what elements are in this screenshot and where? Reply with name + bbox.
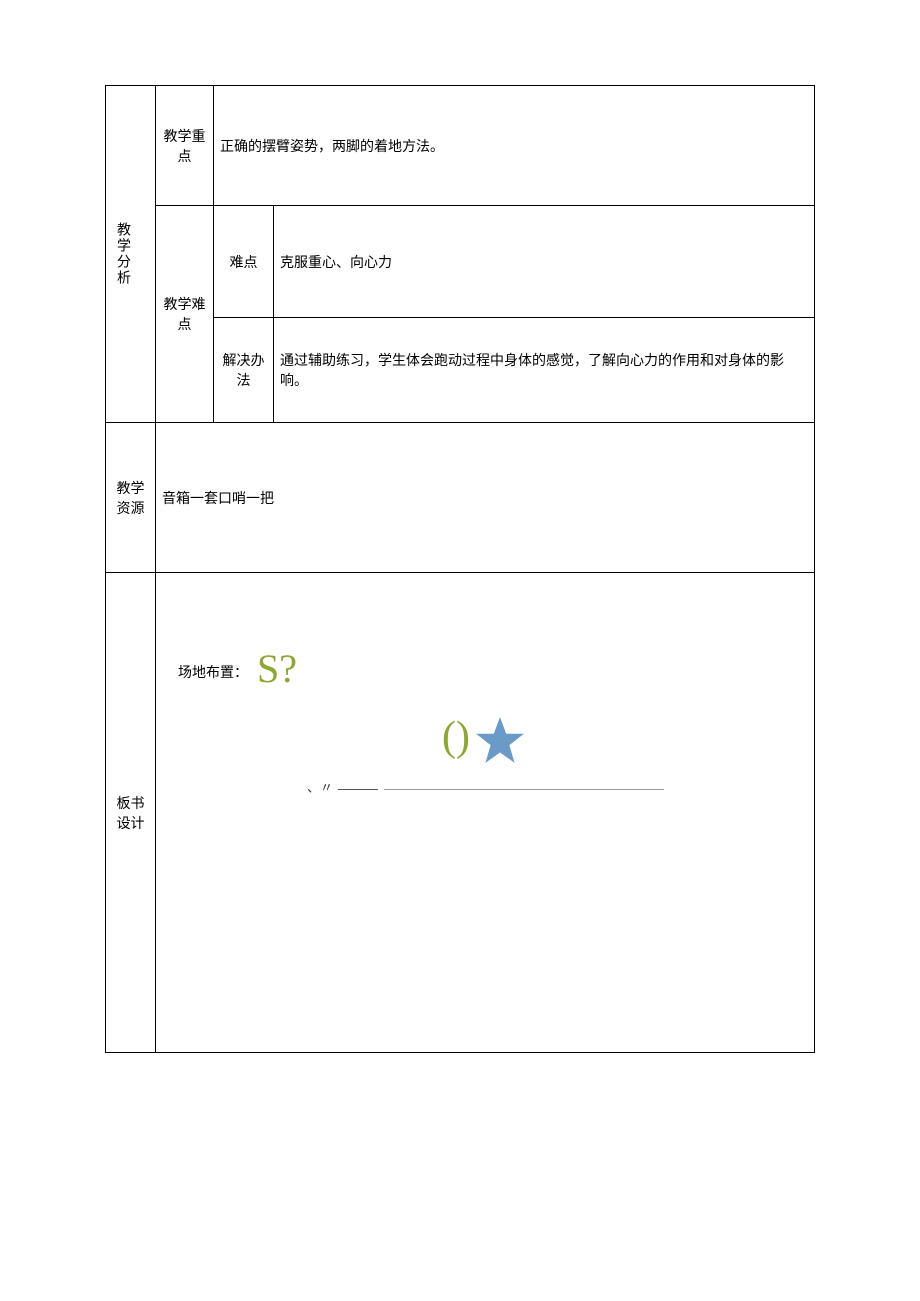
teaching-resources-header: 教学资源: [106, 423, 156, 573]
solution-text: 通过辅助练习，学生体会跑动过程中身体的感觉，了解向心力的作用和对身体的影响。: [274, 318, 815, 423]
oval-icon: (): [442, 713, 470, 761]
board-layout-diagram: 场地布置： S? () 、〃: [162, 577, 808, 1048]
difficulty-sublabel: 难点: [214, 206, 274, 318]
s-curve-icon: S?: [257, 645, 297, 692]
teaching-analysis-label: 教学分析: [112, 222, 132, 286]
long-line-icon: [384, 789, 664, 790]
layout-label: 场地布置：: [178, 662, 248, 682]
teaching-difficulty-label: 教学难点: [156, 206, 214, 423]
board-design-content-cell: 场地布置： S? () 、〃: [156, 573, 815, 1053]
teaching-point-text: 正确的摆臂姿势，两脚的着地方法。: [214, 86, 815, 206]
board-design-header: 板书设计: [106, 573, 156, 1053]
ground-marks: 、〃: [307, 777, 664, 796]
lesson-plan-table: 教学分析 教学重点 正确的摆臂姿势，两脚的着地方法。 教学难点 难点 克服重心、…: [105, 85, 815, 1053]
teaching-analysis-header: 教学分析: [106, 86, 156, 423]
teaching-point-label: 教学重点: [156, 86, 214, 206]
short-line-icon: [338, 789, 378, 790]
star-icon: [474, 715, 526, 772]
solution-sublabel: 解决办法: [214, 318, 274, 423]
scribble-text: 、〃: [307, 780, 333, 795]
difficulty-text: 克服重心、向心力: [274, 206, 815, 318]
teaching-resources-text: 音箱一套口哨一把: [156, 423, 815, 573]
